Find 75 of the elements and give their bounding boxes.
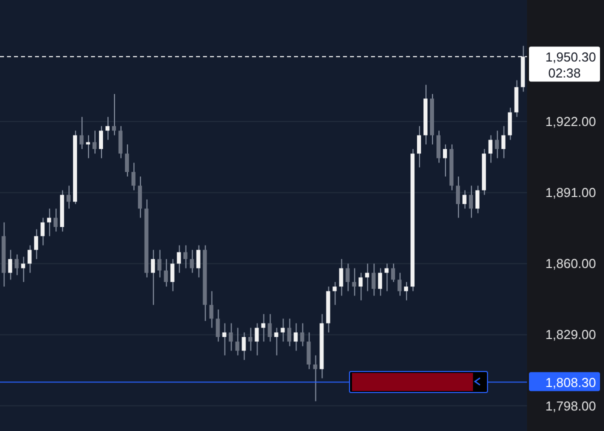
candlestick <box>398 272 402 296</box>
candlestick <box>54 208 58 232</box>
candlestick <box>391 263 396 282</box>
candlestick <box>196 244 200 278</box>
candlestick <box>21 256 26 282</box>
candlestick <box>417 126 422 168</box>
candlestick <box>124 144 129 178</box>
candlestick <box>384 263 389 292</box>
candlestick <box>352 268 356 296</box>
candlestick <box>150 249 155 306</box>
candlestick <box>488 134 492 164</box>
y-tick-label: 1,860.00 <box>545 256 596 272</box>
y-tick-label: 1,922.00 <box>545 114 596 130</box>
candlestick <box>508 107 512 140</box>
candlestick <box>112 93 116 136</box>
candlestick <box>313 354 318 402</box>
candlestick <box>404 281 408 301</box>
candlestick <box>300 322 304 347</box>
candlestick <box>442 144 447 178</box>
candlestick <box>14 254 19 276</box>
candlestick <box>28 244 32 274</box>
candlestick <box>287 318 292 347</box>
candlestick <box>216 308 220 342</box>
candlestick <box>34 228 38 260</box>
candlestick <box>157 249 162 278</box>
candlestick <box>501 126 506 159</box>
candlestick <box>105 116 110 140</box>
candlestick <box>462 190 466 210</box>
candlestick <box>138 176 142 218</box>
candlestick <box>222 322 226 356</box>
candlestick <box>209 290 214 328</box>
candlestick <box>358 272 363 301</box>
candlestick <box>92 130 97 154</box>
candlestick <box>86 134 90 159</box>
candlestick <box>339 258 344 296</box>
candlestick <box>268 314 272 342</box>
candlestick <box>494 130 499 159</box>
y-tick-label: 1,829.00 <box>545 327 596 342</box>
candlestick <box>372 263 376 296</box>
candlestick <box>99 126 103 159</box>
candlestick <box>294 322 298 352</box>
candlestick <box>8 249 12 280</box>
candlestick <box>274 327 278 356</box>
candlestick <box>261 314 266 342</box>
candlestick <box>164 258 168 288</box>
candlestick <box>248 327 252 352</box>
candlestick <box>235 327 240 356</box>
candlestick <box>468 185 473 218</box>
candlestick <box>242 332 246 360</box>
candlestick <box>118 126 122 159</box>
ref-line-label: 1,950.30 <box>545 50 596 65</box>
candlestick <box>456 176 460 218</box>
text: 02:38 <box>548 66 581 81</box>
candlestick <box>190 249 194 274</box>
candlestick <box>228 322 233 352</box>
candlestick <box>183 244 188 269</box>
candlestick <box>176 244 181 274</box>
candlestick <box>170 258 174 292</box>
candlestick <box>378 268 382 296</box>
y-tick-label: 1,798.00 <box>545 398 596 414</box>
candlestick <box>80 116 84 150</box>
candlestick <box>47 208 52 237</box>
candlestick <box>254 322 259 356</box>
candlestick <box>436 130 440 164</box>
candlestick <box>280 318 285 342</box>
candlestick <box>346 263 350 292</box>
candlestick <box>66 185 71 210</box>
ref-line-label: 1,808.30 <box>545 375 596 390</box>
candlestick <box>131 162 136 191</box>
y-tick-label: 1,891.00 <box>545 185 596 200</box>
candlestick <box>365 263 370 292</box>
candlestick <box>475 185 480 214</box>
candlestick <box>40 217 45 246</box>
candlestick <box>306 332 311 370</box>
candlestick <box>332 281 337 306</box>
